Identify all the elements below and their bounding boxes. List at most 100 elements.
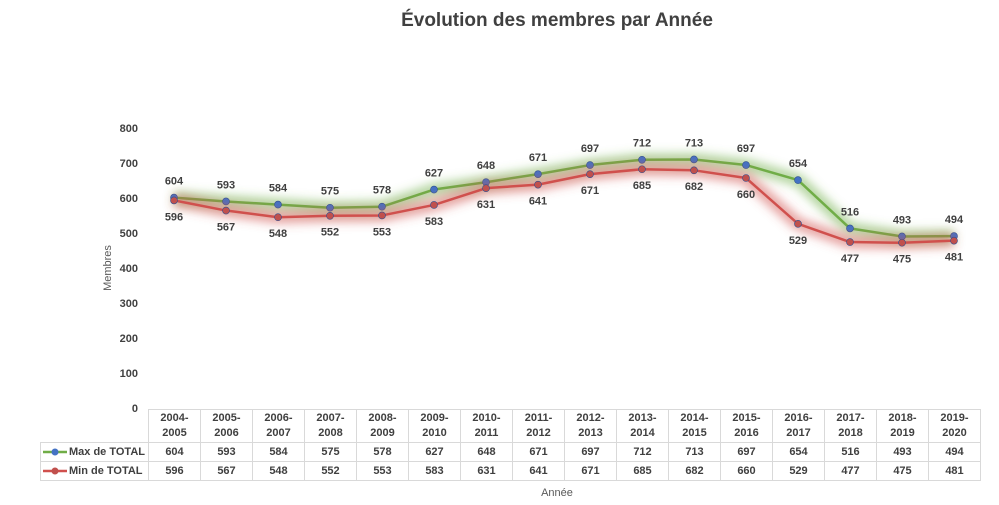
x-tick-label: 2009- 2010	[408, 409, 461, 443]
legend-marker	[51, 467, 59, 475]
table-value: 477	[824, 461, 877, 481]
y-tick-label: 700	[120, 158, 138, 170]
data-label: 477	[841, 253, 859, 265]
data-label: 713	[685, 137, 703, 149]
data-label: 685	[633, 180, 651, 192]
table-row: Min de TOTAL 596 567 548 552 553 583 631 641 671 6…	[40, 461, 981, 481]
table-value: 682	[668, 461, 721, 481]
point	[950, 236, 958, 245]
table-value: 493	[876, 442, 929, 462]
data-label: 548	[269, 228, 287, 240]
point	[742, 174, 750, 182]
legend-marker	[51, 448, 59, 456]
data-label: 593	[217, 179, 235, 191]
table-value: 627	[408, 442, 461, 462]
data-label: 697	[737, 143, 755, 155]
point	[638, 165, 646, 174]
data-label: 682	[685, 181, 703, 193]
data-label: 475	[893, 254, 911, 266]
table-value: 548	[252, 461, 305, 481]
y-tick-label: 300	[120, 298, 138, 310]
point	[534, 180, 542, 189]
table-value: 697	[720, 442, 773, 462]
table-value: 685	[616, 461, 669, 481]
table-value: 648	[460, 442, 513, 462]
legend-key	[43, 467, 67, 475]
table-value: 553	[356, 461, 409, 481]
x-tick-label: 2017- 2018	[824, 409, 877, 443]
point	[586, 161, 594, 169]
legend-entry: Min de TOTAL	[40, 461, 149, 481]
data-label: 575	[321, 186, 339, 198]
data-label: 641	[529, 196, 547, 208]
x-tick-label: 2007- 2008	[304, 409, 357, 443]
series-line	[173, 168, 955, 244]
point	[274, 213, 282, 221]
point	[742, 161, 750, 169]
data-label: 596	[165, 211, 183, 223]
legend-entry: Max de TOTAL	[40, 442, 149, 462]
point	[794, 176, 802, 184]
table-value: 671	[512, 442, 565, 462]
point	[378, 211, 386, 220]
data-label: 584	[269, 183, 288, 195]
table-value: 529	[772, 461, 825, 481]
y-tick-label: 800	[120, 123, 138, 135]
table-value: 575	[304, 442, 357, 462]
table-value: 552	[304, 461, 357, 481]
table-value: 631	[460, 461, 513, 481]
data-label: 552	[321, 227, 339, 239]
point	[586, 170, 594, 178]
point	[898, 238, 906, 247]
data-label: 583	[425, 216, 443, 228]
table-value: 641	[512, 461, 565, 481]
data-label: 654	[789, 158, 808, 170]
data-label: 648	[477, 160, 495, 172]
table-value: 671	[564, 461, 617, 481]
table-value: 494	[928, 442, 981, 462]
point	[430, 201, 438, 209]
x-tick-label: 2008- 2009	[356, 409, 409, 443]
data-label: 516	[841, 206, 859, 218]
table-value: 713	[668, 442, 721, 462]
point	[274, 200, 282, 209]
data-label: 631	[477, 199, 495, 211]
y-tick-label: 100	[120, 368, 138, 380]
table-value: 660	[720, 461, 773, 481]
point	[430, 185, 438, 194]
table-value: 596	[148, 461, 201, 481]
y-tick-label: 600	[120, 193, 138, 205]
legend-key	[43, 448, 67, 456]
x-tick-label: 2013- 2014	[616, 409, 669, 443]
point	[794, 220, 802, 228]
table-value: 584	[252, 442, 305, 462]
x-tick-label: 2014- 2015	[668, 409, 721, 443]
x-tick-label: 2004- 2005	[148, 409, 201, 443]
data-label: 660	[737, 189, 755, 201]
x-axis-label: Année	[541, 487, 573, 499]
table-corner	[41, 410, 149, 443]
table-value: 712	[616, 442, 669, 462]
x-tick-label: 2018- 2019	[876, 409, 929, 443]
table-value: 578	[356, 442, 409, 462]
x-tick-label: 2012- 2013	[564, 409, 617, 443]
legend-label: Max de TOTAL	[69, 446, 145, 458]
point	[222, 197, 230, 206]
data-label: 553	[373, 226, 391, 238]
data-label: 697	[581, 143, 599, 155]
x-tick-label: 2011- 2012	[512, 409, 565, 443]
point	[638, 156, 646, 164]
x-tick-label: 2016- 2017	[772, 409, 825, 443]
data-label: 481	[945, 252, 963, 264]
table-value: 516	[824, 442, 877, 462]
table-value: 593	[200, 442, 253, 462]
point	[326, 212, 334, 220]
point	[482, 184, 490, 192]
data-label: 627	[425, 167, 443, 179]
x-tick-label: 2006- 2007	[252, 409, 305, 443]
x-tick-label: 2015- 2016	[720, 409, 773, 443]
table-value: 475	[876, 461, 929, 481]
data-label: 493	[893, 214, 911, 226]
